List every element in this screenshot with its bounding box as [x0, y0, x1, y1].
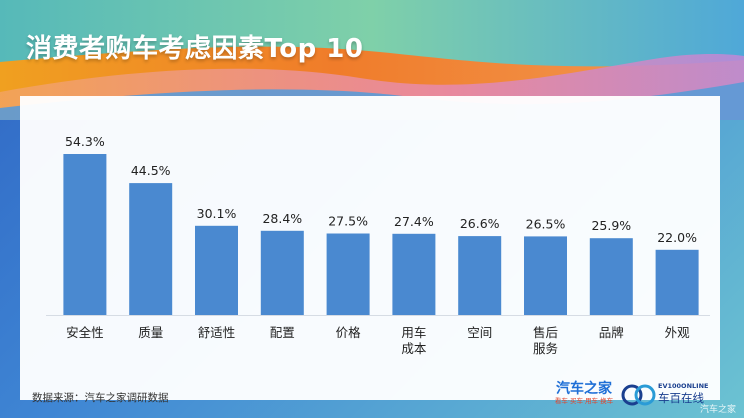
bar-2 [195, 225, 238, 315]
value-label-9: 22.0% [657, 230, 697, 245]
bar-8 [589, 238, 633, 315]
chebai-logo-mark-icon [621, 384, 656, 406]
value-label-0: 54.3% [65, 134, 105, 149]
value-label-3: 28.4% [262, 211, 302, 226]
category-label-6: 空间 [467, 325, 492, 340]
autohome-logo: 汽车之家 看车·买车·用车·换车 [552, 381, 616, 406]
category-label-8: 品牌 [599, 325, 624, 340]
category-label-7-0: 售后 [533, 325, 558, 340]
value-label-6: 26.6% [460, 216, 500, 231]
watermark: 汽车之家 [700, 405, 737, 415]
value-label-2: 30.1% [197, 206, 237, 221]
bar-0 [63, 154, 107, 315]
category-label-7-1: 服务 [533, 341, 558, 356]
category-label-0: 安全性 [66, 325, 104, 340]
bar-7 [524, 236, 567, 315]
bar-9 [655, 249, 699, 315]
data-source-note: 数据来源：汽车之家调研数据 [32, 392, 169, 404]
category-label-9: 外观 [665, 325, 691, 340]
category-label-5-0: 用车 [401, 325, 426, 340]
value-label-1: 44.5% [131, 163, 171, 178]
autohome-logo-tagline: 看车·买车·用车·换车 [554, 397, 614, 405]
bar-4 [326, 233, 370, 315]
value-label-5: 27.4% [394, 214, 434, 229]
bar-5 [392, 233, 436, 315]
chebai-logo-chinese: 车百在线 [658, 391, 704, 405]
category-label-2: 舒适性 [198, 325, 236, 340]
bar-chart: 54.3% 安全性 44.5% 质量 30.1% 舒适性 28.4% 配置 27.5% 价格 27.… [46, 134, 710, 356]
category-label-4: 价格 [336, 325, 362, 340]
category-label-5-1: 成本 [401, 341, 427, 356]
chebai-logo-english: EV100ONLINE [658, 382, 709, 390]
bar-6 [458, 236, 502, 315]
value-label-7: 26.5% [526, 216, 566, 231]
value-label-8: 25.9% [591, 218, 631, 233]
chebai-logo: EV100ONLINE 车百在线 [658, 382, 718, 406]
bar-1 [129, 183, 173, 315]
page-title: 消费者购车考虑因素Top 10 [26, 34, 364, 64]
category-label-3: 配置 [270, 325, 295, 340]
bar-3 [260, 230, 304, 315]
category-label-1: 质量 [138, 325, 163, 340]
autohome-logo-name: 汽车之家 [556, 381, 612, 397]
value-label-4: 27.5% [328, 214, 368, 229]
